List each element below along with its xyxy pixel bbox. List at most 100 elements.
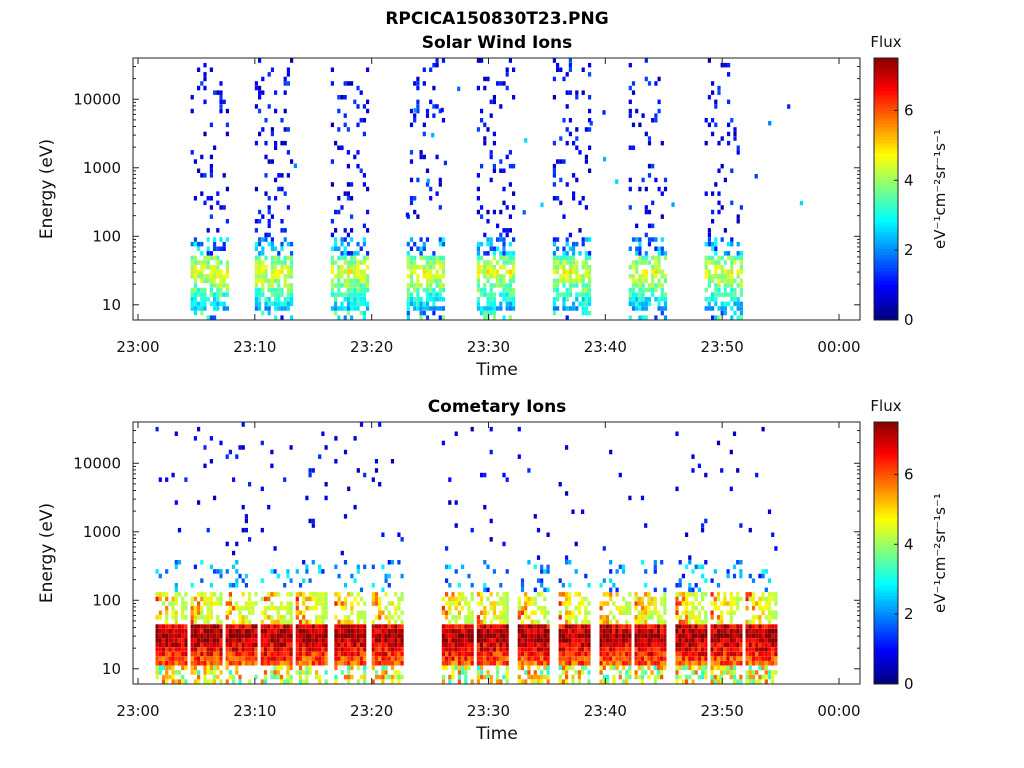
flux-cell	[502, 647, 506, 652]
flux-cell	[476, 615, 480, 620]
flux-cell	[197, 638, 201, 643]
flux-cell	[318, 596, 322, 602]
flux-cell	[587, 670, 591, 675]
flux-cell	[286, 255, 290, 261]
flux-cell	[277, 297, 281, 302]
flux-cell	[574, 647, 578, 652]
flux-cell	[413, 260, 417, 265]
flux-cell	[197, 661, 201, 666]
flux-cell	[347, 661, 351, 666]
flux-cell	[588, 72, 592, 77]
flux-cell	[254, 628, 258, 634]
flux-cell	[584, 642, 588, 648]
flux-cell	[321, 633, 325, 638]
flux-cell	[704, 670, 708, 675]
flux-cell	[305, 605, 309, 611]
flux-cell	[656, 633, 661, 638]
flux-cell	[587, 628, 591, 634]
colorbar-step	[874, 641, 898, 646]
flux-cell	[197, 592, 201, 597]
flux-cell	[520, 610, 525, 615]
flux-cell	[691, 679, 695, 684]
flux-cell	[581, 260, 585, 265]
flux-cell	[634, 619, 638, 625]
flux-cell	[653, 642, 657, 648]
flux-cell	[200, 260, 204, 265]
flux-cell	[350, 651, 354, 657]
flux-cell	[520, 679, 525, 684]
flux-cell	[508, 301, 512, 307]
flux-cell	[158, 651, 162, 657]
flux-cell	[710, 661, 714, 666]
flux-cell	[241, 656, 245, 661]
flux-cell	[533, 564, 537, 570]
flux-cell	[235, 454, 239, 459]
flux-cell	[276, 670, 280, 675]
flux-cell	[448, 500, 452, 505]
flux-cell	[356, 569, 360, 574]
flux-cell	[254, 592, 258, 597]
flux-cell	[588, 269, 592, 274]
flux-cell	[561, 665, 565, 671]
flux-cell	[713, 605, 717, 611]
flux-cell	[279, 628, 284, 634]
flux-cell	[605, 661, 610, 666]
flux-cell	[726, 628, 730, 634]
flux-cell	[492, 615, 496, 620]
flux-cell	[359, 638, 364, 643]
flux-cell	[520, 642, 525, 648]
flux-cell	[374, 601, 379, 606]
flux-cell	[628, 610, 632, 615]
flux-cell	[213, 624, 217, 629]
flux-cell	[454, 523, 458, 528]
flux-cell	[663, 656, 667, 661]
flux-cell	[520, 624, 525, 629]
flux-cell	[499, 628, 503, 634]
flux-cell	[203, 619, 207, 625]
flux-cell	[609, 619, 613, 625]
flux-cell	[732, 601, 737, 606]
flux-cell	[280, 264, 284, 270]
flux-cell	[353, 278, 357, 284]
flux-cell	[568, 560, 572, 565]
flux-cell	[647, 638, 651, 643]
flux-cell	[546, 628, 550, 634]
flux-cell	[527, 468, 531, 473]
flux-cell	[675, 583, 679, 588]
flux-cell	[505, 292, 509, 297]
flux-cell	[713, 633, 717, 638]
flux-cell	[283, 605, 287, 611]
flux-cell	[280, 118, 284, 123]
flux-cell	[767, 610, 772, 615]
flux-cell	[311, 468, 315, 473]
flux-cell	[193, 610, 197, 615]
flux-cell	[289, 615, 293, 620]
colorbar-step	[874, 598, 898, 603]
flux-cell	[733, 278, 737, 284]
flux-cell	[615, 647, 619, 652]
flux-cell	[527, 615, 531, 620]
flux-cell	[209, 173, 213, 178]
flux-cell	[225, 633, 229, 638]
flux-cell	[197, 605, 201, 611]
flux-cell	[739, 573, 743, 579]
flux-cell	[578, 228, 582, 233]
flux-cell	[340, 628, 344, 634]
flux-cell	[704, 518, 708, 524]
flux-cell	[387, 633, 391, 638]
flux-cell	[587, 647, 591, 652]
flux-cell	[216, 269, 220, 274]
flux-cell	[565, 679, 569, 684]
flux-cell	[483, 619, 487, 625]
colorbar-step	[874, 490, 898, 495]
flux-cell	[454, 605, 458, 611]
flux-cell	[347, 624, 351, 629]
flux-cell	[181, 665, 185, 671]
flux-cell	[343, 615, 348, 620]
flux-cell	[330, 287, 334, 293]
flux-cell	[426, 178, 430, 184]
flux-cell	[213, 679, 217, 684]
y-tick-label: 1000	[83, 523, 121, 541]
flux-cell	[419, 246, 423, 251]
